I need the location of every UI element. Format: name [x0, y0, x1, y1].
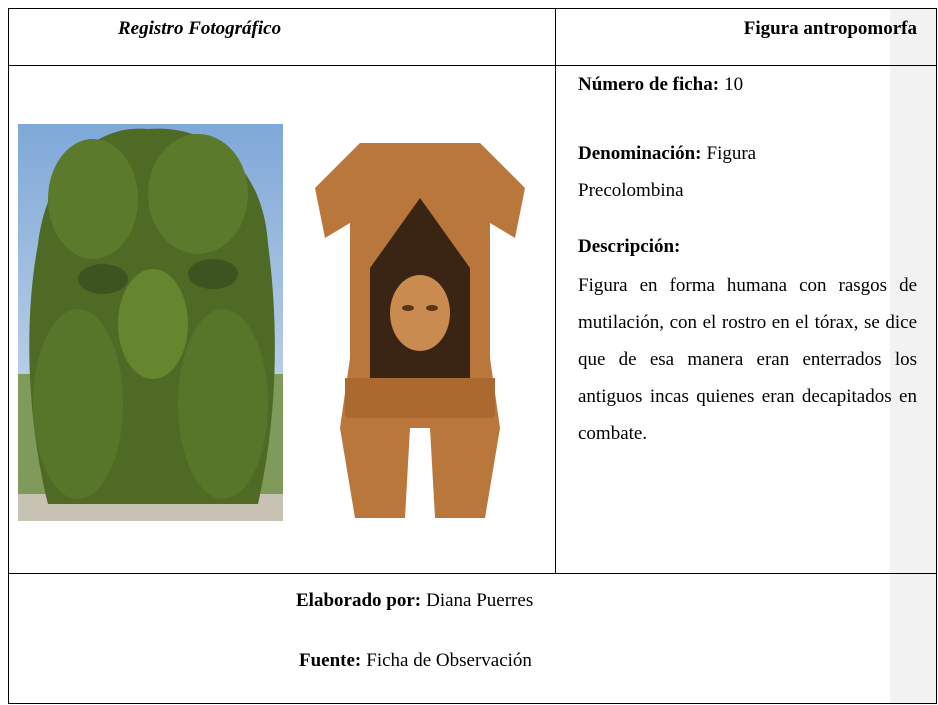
header-left: Registro Fotográfico [118, 18, 282, 39]
field-value: Diana Puerres [426, 590, 534, 611]
clay-figure-photo [315, 143, 525, 518]
field-label: Número de ficha: [578, 74, 720, 95]
border-left [8, 8, 9, 704]
descripcion-text: Figura en forma humana con rasgos de mut… [578, 275, 917, 444]
field-value: Figura Precolombina [578, 143, 757, 201]
shade [890, 9, 936, 703]
border-bottom [8, 703, 937, 704]
border-right [936, 8, 937, 704]
field-label: Descripción: [578, 236, 681, 257]
field-value: 10 [724, 74, 744, 95]
field-label: Elaborado por: [296, 590, 422, 611]
elaborado-field: Elaborado por: Diana Puerres [296, 590, 533, 612]
row-divider [8, 573, 937, 574]
descripcion-label: Descripción: [578, 236, 680, 258]
border-top [8, 8, 937, 9]
denominacion-field: Denominación: Figura Precolombina [578, 135, 838, 209]
topiary-photo [18, 124, 283, 521]
field-value: Ficha de Observación [366, 650, 532, 671]
fuente-field: Fuente: Ficha de Observación [299, 650, 532, 672]
col-divider [555, 8, 556, 574]
numero-field: Número de ficha: 10 [578, 74, 743, 96]
header-right: Figura antropomorfa [743, 18, 917, 39]
field-label: Denominación: [578, 143, 702, 164]
field-label: Fuente: [299, 650, 362, 671]
row-divider [8, 65, 937, 66]
